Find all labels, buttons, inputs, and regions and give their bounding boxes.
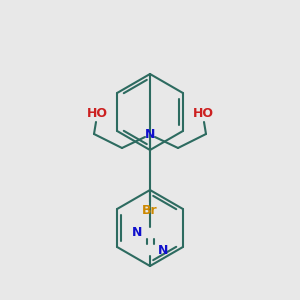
Text: Br: Br (142, 204, 158, 217)
Text: HO: HO (193, 107, 214, 120)
Text: N: N (132, 226, 142, 239)
Text: N: N (158, 244, 168, 256)
Text: N: N (145, 128, 155, 140)
Text: HO: HO (86, 107, 107, 120)
